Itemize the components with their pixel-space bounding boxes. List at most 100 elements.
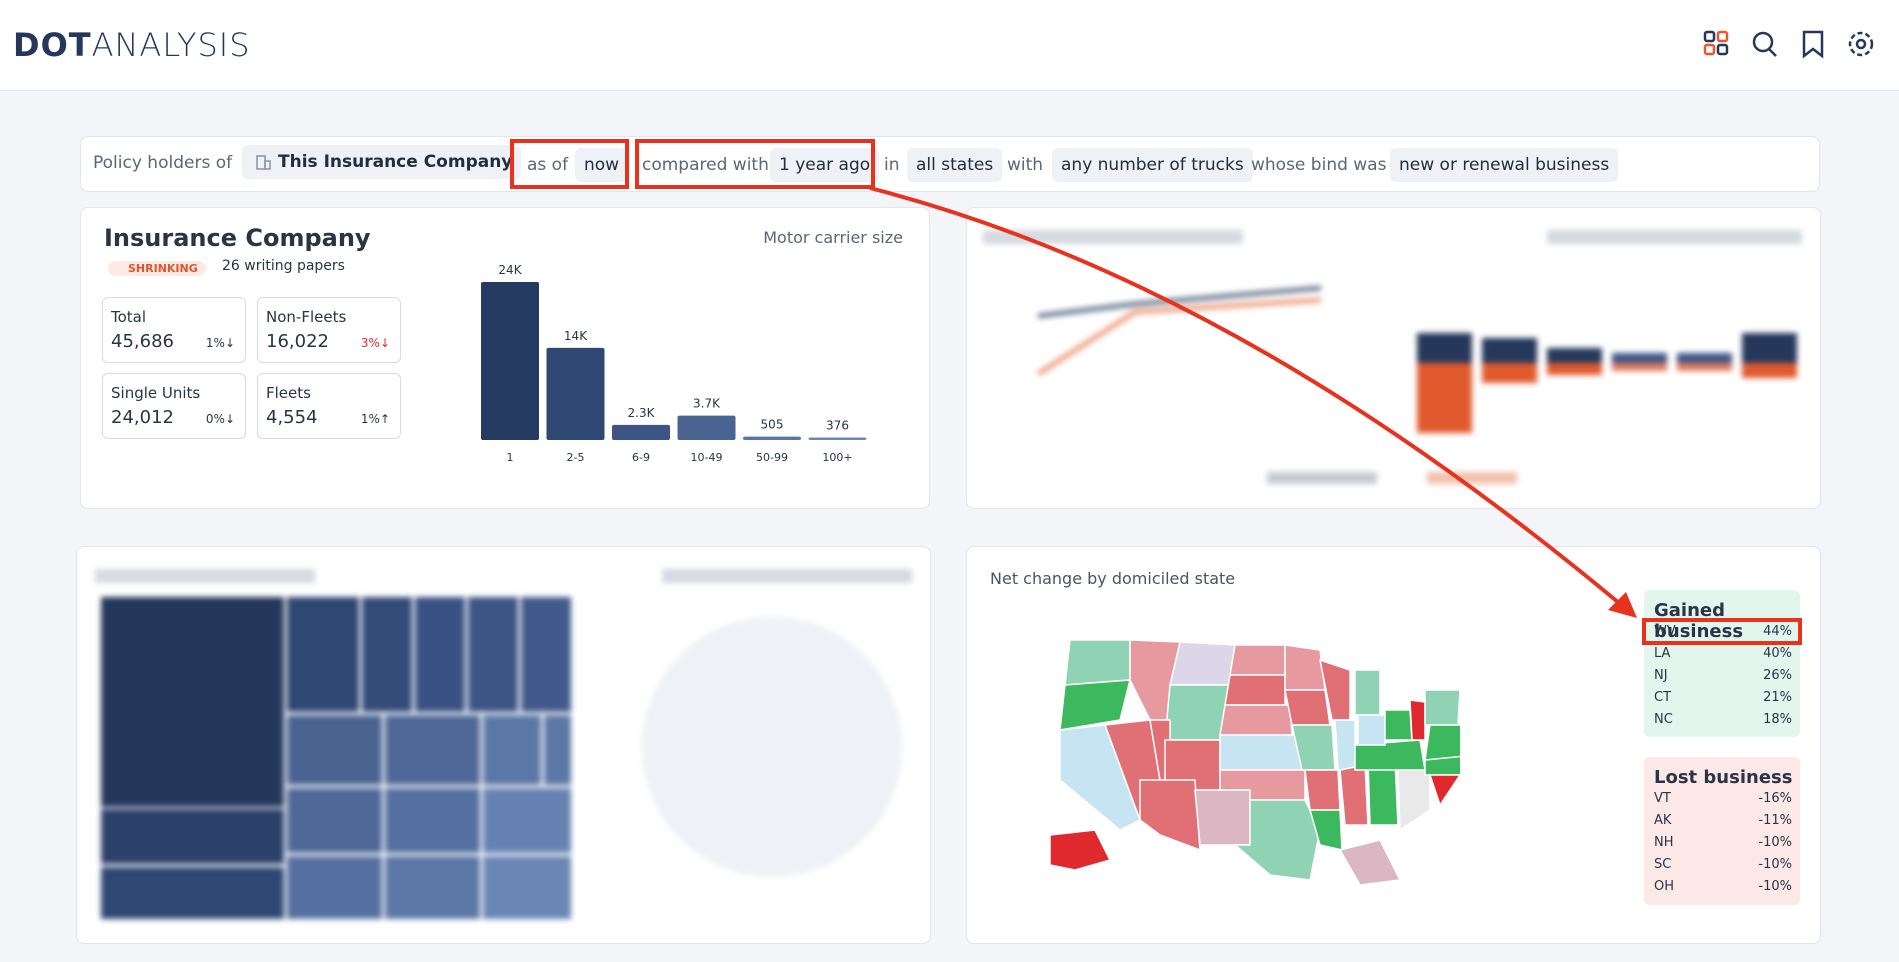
state-code: NC: [1654, 712, 1673, 727]
filter-text: as of: [527, 155, 569, 175]
filter-text: with: [1007, 155, 1044, 175]
bar: [612, 424, 670, 440]
blurred-legend: [1267, 472, 1377, 484]
state-change: -10%: [1758, 879, 1792, 894]
stat-value: 45,686: [111, 331, 174, 352]
filter-chip[interactable]: any number of trucks: [1052, 148, 1253, 182]
stat-label: Fleets: [266, 384, 311, 402]
cargo-panel: [76, 546, 931, 944]
list-row: CT 21%: [1654, 688, 1792, 708]
value-label: 24K: [498, 263, 522, 277]
bar: [677, 415, 736, 440]
list-row: NC 18%: [1654, 710, 1792, 730]
state-change: 44%: [1763, 624, 1792, 639]
lost-list: Lost business VT -16% AK -11% NH -10% SC -10% OH…: [1644, 757, 1800, 905]
list-row: OH -10%: [1654, 877, 1792, 897]
list-row: AK -11%: [1654, 811, 1792, 831]
company-chip[interactable]: This Insurance Company: [242, 145, 522, 179]
value-label: 376: [826, 419, 849, 433]
bar: [546, 347, 605, 440]
carrier-chart: 24K 1 14K 2-5 2.3K 6-9 3.7K 10-49 505 50-99 376 100…: [481, 263, 867, 464]
list-title: Lost business: [1654, 767, 1793, 788]
chart-title: Motor carrier size: [763, 228, 903, 247]
status-badge: SHRINKING: [108, 261, 206, 276]
stat-label: Total: [111, 308, 147, 326]
writing-papers: 26 writing papers: [222, 258, 345, 274]
value-label: 3.7K: [693, 397, 721, 411]
stat-value: 24,012: [111, 407, 174, 428]
blurred-legend: [1427, 472, 1517, 484]
bar: [743, 436, 801, 440]
logo-bold: DOT: [13, 26, 92, 64]
list-row: NJ 26%: [1654, 666, 1792, 686]
stat-change: 1%↓: [205, 336, 235, 350]
stat-change: 1%↑: [360, 412, 390, 426]
list-row: LA 40%: [1654, 644, 1792, 664]
filter-chip[interactable]: 1 year ago: [770, 148, 880, 182]
stat-label: Single Units: [111, 384, 201, 402]
stat-card: Single Units 24,012 0%↓: [102, 373, 246, 439]
value-label: 14K: [564, 329, 588, 343]
filter-chip[interactable]: now: [575, 148, 629, 182]
header: DOTANALYSIS: [0, 0, 1899, 91]
state-change: -10%: [1758, 835, 1792, 850]
state-code: AK: [1654, 813, 1672, 828]
stat-change: 3%↓: [360, 336, 390, 350]
state-code: LA: [1654, 646, 1671, 661]
filter-text: whose bind was: [1251, 155, 1387, 175]
list-row: VT -16%: [1654, 789, 1792, 809]
filter-chip[interactable]: new or renewal business: [1390, 148, 1619, 182]
filter-text: compared with: [642, 155, 769, 175]
apps-icon[interactable]: [1703, 30, 1729, 56]
bar: [808, 437, 867, 440]
stat-card: Fleets 4,554 1%↑: [257, 373, 401, 439]
x-tick-label: 2-5: [567, 451, 585, 464]
stat-value: 4,554: [266, 407, 318, 428]
x-tick-label: 6-9: [632, 451, 650, 464]
building-icon: [256, 155, 271, 170]
us-map: [1049, 639, 1460, 886]
states: [1049, 639, 1460, 886]
search-icon[interactable]: [1752, 31, 1777, 57]
stat-change: 0%↓: [205, 412, 235, 426]
state-code: WV: [1654, 624, 1676, 639]
stat-label: Non-Fleets: [266, 308, 347, 326]
stat-card: Total 45,686 1%↓: [102, 297, 246, 363]
state-code: SC: [1654, 857, 1672, 872]
renewal-panel: [966, 207, 1821, 509]
bar: [481, 282, 539, 440]
blurred-charts: [95, 569, 912, 919]
state-code: NJ: [1654, 668, 1668, 683]
filter-text: Policy holders of: [93, 153, 233, 173]
state-change: 18%: [1763, 712, 1792, 727]
state-code: CT: [1654, 690, 1672, 705]
state-change: 40%: [1763, 646, 1792, 661]
blurred-title: [1547, 230, 1802, 244]
gained-list: Gained business WV 44% LA 40% NJ 26% CT 21% NC 18…: [1644, 590, 1800, 737]
blurred-charts: [983, 230, 1802, 484]
list-row: NH -10%: [1654, 833, 1792, 853]
state-code: VT: [1654, 791, 1671, 806]
stat-value: 16,022: [266, 331, 329, 352]
stat-card: Non-Fleets 16,022 3%↓: [257, 297, 401, 363]
state-code: OH: [1654, 879, 1675, 894]
state-code: NH: [1654, 835, 1674, 850]
state-change: -11%: [1758, 813, 1792, 828]
state-change: -16%: [1758, 791, 1792, 806]
x-tick-label: 50-99: [756, 451, 788, 464]
map-title: Net change by domiciled state: [990, 569, 1236, 588]
x-tick-label: 1: [507, 451, 514, 464]
filter-chip[interactable]: all states: [907, 148, 1003, 182]
highlight-box: [510, 139, 629, 189]
value-label: 505: [761, 418, 784, 432]
highlight-box: [635, 139, 875, 189]
logo: DOTANALYSIS: [13, 26, 251, 64]
value-label: 2.3K: [628, 406, 656, 420]
bookmark-icon[interactable]: [1802, 30, 1824, 59]
x-tick-label: 100+: [822, 451, 852, 464]
state-change: -10%: [1758, 857, 1792, 872]
blurred-bars: [1417, 333, 1797, 433]
settings-icon[interactable]: [1848, 31, 1874, 57]
